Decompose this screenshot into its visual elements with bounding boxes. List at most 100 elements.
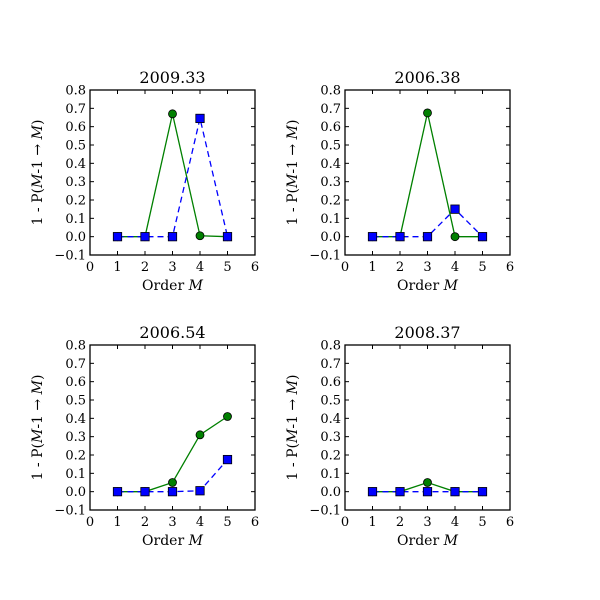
y-tick-label: 0.2	[65, 449, 86, 464]
data-point-circle	[168, 478, 177, 487]
x-tick-label: 3	[423, 260, 431, 275]
series-line-2	[117, 118, 229, 238]
subplot-4: 0 1 2 3 4 5 6 −0.1 0.0 0.1 0.2 0.3 0.4 0.5 0.6 0.7 0.8 20…	[285, 323, 514, 549]
y-tick-label: 0.6	[320, 375, 341, 390]
x-axis-label: Order M	[397, 278, 459, 294]
x-tick-label: 5	[478, 515, 486, 530]
y-tick-label: 0.7	[320, 357, 341, 372]
y-tick-label: 0.3	[320, 430, 341, 445]
y-tick-label: −0.1	[54, 504, 86, 519]
data-point-square	[367, 232, 378, 242]
x-tick-label: 5	[223, 260, 231, 275]
x-tick-label: 0	[341, 515, 349, 530]
x-tick-label: 2	[141, 515, 149, 530]
y-tick-label: 0.5	[320, 139, 341, 154]
data-point-square	[222, 454, 233, 465]
y-tick-label: 0.5	[65, 394, 86, 409]
x-tick-label: 6	[251, 260, 259, 275]
data-point-square	[395, 487, 405, 497]
y-tick-label: 0.0	[65, 230, 86, 245]
x-axis-label: Order M	[142, 278, 204, 294]
data-point-square	[112, 487, 123, 497]
x-tick-label: 4	[196, 260, 204, 275]
data-point-circle	[195, 231, 205, 241]
data-point-square	[195, 113, 205, 124]
x-tick-label: 4	[451, 515, 459, 530]
y-tick-label: 0.1	[65, 212, 86, 227]
y-tick-label: −0.1	[309, 249, 341, 264]
data-point-square	[167, 487, 178, 497]
x-tick-label: 0	[86, 515, 94, 530]
y-tick-label: −0.1	[309, 504, 341, 519]
x-tick-label: 0	[86, 260, 94, 275]
x-axis-label: Order M	[142, 533, 204, 549]
data-point-square	[195, 486, 205, 496]
y-tick-label: 0.1	[320, 212, 341, 227]
data-point-circle	[423, 478, 432, 487]
y-tick-label: −0.1	[54, 249, 86, 264]
x-tick-label: 5	[223, 515, 231, 530]
y-tick-label: 0.5	[65, 139, 86, 154]
y-tick-label: 0.3	[65, 175, 86, 190]
subplot-title: 2009.33	[139, 68, 205, 87]
y-tick-label: 0.8	[65, 84, 86, 99]
x-tick-label: 2	[396, 515, 404, 530]
data-point-square	[450, 204, 460, 214]
data-point-square	[422, 232, 433, 242]
y-tick-label: 0.7	[320, 102, 341, 117]
subplot-3: 0 1 2 3 4 5 6 −0.1 0.0 0.1 0.2 0.3 0.4 0.5 0.6 0.7 0.8 20…	[30, 323, 259, 549]
y-tick-label: 0.1	[320, 467, 341, 482]
x-tick-label: 4	[451, 260, 459, 275]
data-point-square	[450, 487, 460, 497]
subplot-1: 0 1 2 3 4 5 6 −0.1 0.0 0.1 0.2 0.3 0.4 0.5 0.6 0.7 0.8 20…	[30, 68, 259, 294]
y-tick-label: 0.4	[320, 412, 341, 427]
x-tick-label: 3	[168, 515, 176, 530]
y-tick-label: 0.8	[320, 339, 341, 354]
y-tick-label: 0.0	[65, 485, 86, 500]
x-tick-label: 3	[423, 515, 431, 530]
data-point-square	[222, 232, 233, 242]
y-axis-label: 1 - P(M-1 → M)	[285, 375, 301, 481]
x-tick-label: 6	[506, 515, 514, 530]
y-tick-label: 0.6	[65, 120, 86, 135]
x-tick-label: 0	[341, 260, 349, 275]
y-tick-label: 0.4	[65, 412, 86, 427]
x-tick-label: 2	[396, 260, 404, 275]
subplot-title: 2008.37	[394, 323, 460, 342]
y-tick-label: 0.2	[320, 194, 341, 209]
y-tick-label: 0.2	[65, 194, 86, 209]
y-tick-label: 0.5	[320, 394, 341, 409]
x-tick-label: 1	[368, 260, 376, 275]
series-line-1	[372, 112, 483, 238]
y-tick-label: 0.2	[320, 449, 341, 464]
y-tick-label: 0.6	[65, 375, 86, 390]
data-point-square	[395, 232, 405, 242]
x-tick-label: 5	[478, 260, 486, 275]
y-tick-label: 0.8	[320, 84, 341, 99]
y-axis-label: 1 - P(M-1 → M)	[30, 120, 46, 226]
data-point-square	[140, 487, 150, 497]
data-point-square	[477, 232, 488, 242]
data-point-square	[112, 232, 123, 242]
y-tick-label: 0.1	[65, 467, 86, 482]
data-point-circle	[168, 109, 177, 119]
data-point-circle	[195, 430, 205, 440]
x-tick-label: 1	[113, 515, 121, 530]
y-tick-label: 0.8	[65, 339, 86, 354]
y-tick-label: 0.0	[320, 485, 341, 500]
x-tick-label: 2	[141, 260, 149, 275]
subplot-title: 2006.54	[139, 323, 205, 342]
series-line-1	[117, 113, 228, 238]
x-tick-label: 1	[368, 515, 376, 530]
subplot-2: 0 1 2 3 4 5 6 −0.1 0.0 0.1 0.2 0.3 0.4 0.5 0.6 0.7 0.8 20…	[285, 68, 514, 294]
data-point-square	[422, 487, 433, 497]
data-point-square	[140, 232, 150, 242]
y-tick-label: 0.3	[320, 175, 341, 190]
x-tick-label: 3	[168, 260, 176, 275]
y-axis-label: 1 - P(M-1 → M)	[30, 375, 46, 481]
x-tick-label: 6	[506, 260, 514, 275]
x-axis-label: Order M	[397, 533, 459, 549]
data-point-square	[367, 487, 378, 497]
y-tick-label: 0.4	[65, 157, 86, 172]
